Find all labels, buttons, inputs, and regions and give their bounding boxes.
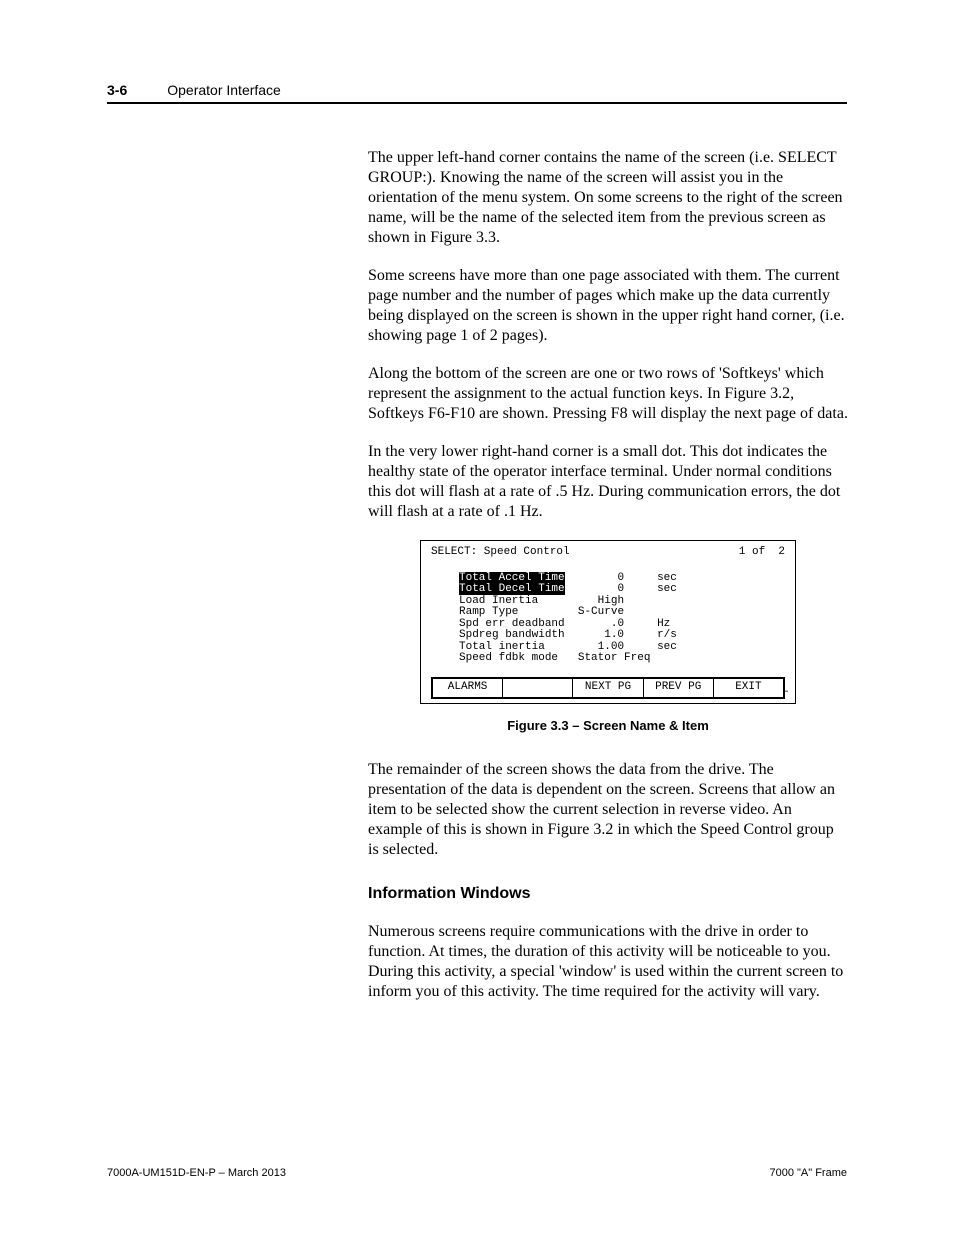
paragraph: Some screens have more than one page ass…: [368, 266, 848, 346]
footer-right: 7000 "A" Frame: [769, 1167, 847, 1179]
paragraph: The upper left-hand corner contains the …: [368, 148, 848, 248]
lcd-page-indicator: 1 of 2: [739, 547, 785, 559]
lcd-screen: SELECT: Speed Control 1 of 2 Total Accel…: [420, 540, 796, 704]
paragraph: In the very lower right-hand corner is a…: [368, 442, 848, 522]
paragraph: Along the bottom of the screen are one o…: [368, 364, 848, 424]
lcd-row: Load Inertia: [459, 595, 538, 607]
softkey-exit[interactable]: EXIT: [714, 679, 783, 697]
lcd-screen-title: SELECT: Speed Control: [431, 547, 570, 559]
page-header: 3-6 Operator Interface: [107, 82, 847, 98]
header-title: Operator Interface: [167, 82, 281, 98]
softkey-alarms[interactable]: ALARMS: [433, 679, 503, 697]
figure-3-3: SELECT: Speed Control 1 of 2 Total Accel…: [368, 540, 848, 758]
heartbeat-dot: –: [782, 687, 789, 699]
lcd-row: Total inertia: [459, 641, 545, 653]
lcd-header: SELECT: Speed Control 1 of 2: [431, 547, 785, 559]
paragraph: Numerous screens require communications …: [368, 922, 848, 1002]
content-column: The upper left-hand corner contains the …: [368, 148, 848, 1020]
lcd-body: Total Accel Time 0 sec Total Decel Time …: [459, 573, 785, 665]
lcd-row: Ramp Type: [459, 606, 518, 618]
softkey-next-pg[interactable]: NEXT PG: [573, 679, 643, 697]
section-heading-information-windows: Information Windows: [368, 884, 848, 904]
softkey-empty[interactable]: [503, 679, 573, 697]
lcd-row-selected: Total Accel Time: [459, 572, 565, 584]
lcd-row: Speed fdbk mode: [459, 652, 558, 664]
lcd-row: Spdreg bandwidth: [459, 629, 565, 641]
figure-caption: Figure 3.3 – Screen Name & Item: [507, 718, 709, 734]
header-rule: [107, 102, 847, 104]
softkey-prev-pg[interactable]: PREV PG: [644, 679, 714, 697]
lcd-row: Spd err deadband: [459, 618, 565, 630]
lcd-row-selected: Total Decel Time: [459, 583, 565, 595]
footer-left: 7000A-UM151D-EN-P – March 2013: [107, 1167, 286, 1179]
softkey-row: ALARMS NEXT PG PREV PG EXIT: [431, 677, 785, 699]
paragraph: The remainder of the screen shows the da…: [368, 760, 848, 860]
page-number: 3-6: [107, 82, 127, 98]
